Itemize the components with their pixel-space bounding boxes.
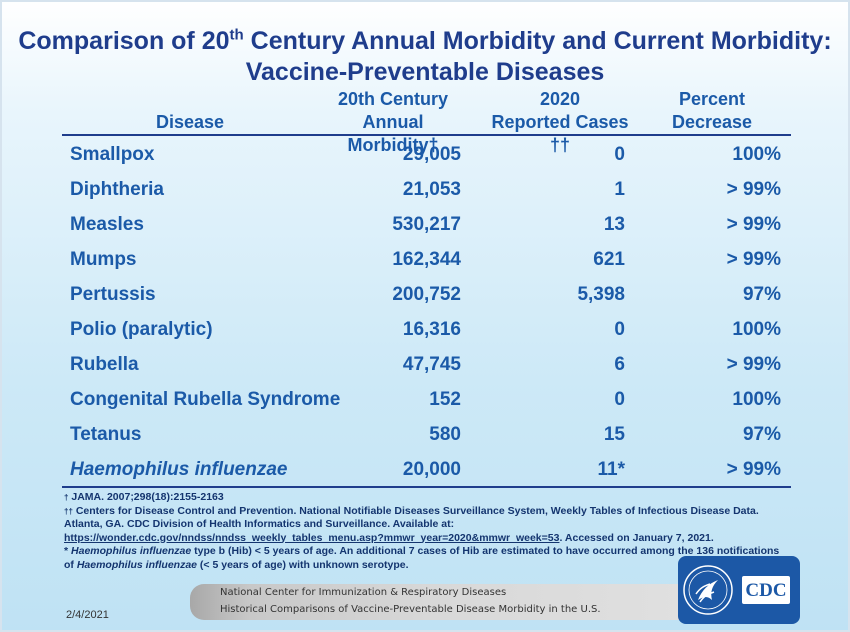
cdc-logo: CDC	[678, 556, 800, 624]
table-row: Mumps 162,344 621 > 99%	[62, 243, 791, 278]
cell-morbidity: 29,005	[402, 144, 461, 165]
table-row: Haemophilus influenzae 20,000 11* > 99%	[62, 453, 791, 488]
banner-line-2: Historical Comparisons of Vaccine-Preven…	[220, 604, 601, 615]
cell-disease: Haemophilus influenzae	[70, 459, 288, 480]
cell-disease: Smallpox	[70, 144, 155, 165]
cdc-logo-text: CDC	[745, 580, 787, 601]
cell-morbidity: 200,752	[392, 284, 461, 305]
header-reported-cases: 2020 Reported Cases ††	[491, 89, 629, 155]
table-bottom-rule	[62, 486, 791, 488]
header-morbidity: 20th Century Annual Morbidity†	[337, 89, 449, 155]
cell-disease: Polio (paralytic)	[70, 319, 213, 340]
cell-disease: Measles	[70, 214, 144, 235]
cell-percent-decrease: 97%	[742, 424, 781, 445]
cell-disease: Pertussis	[70, 284, 156, 305]
table-row: Rubella 47,745 6 > 99%	[62, 348, 791, 383]
table-row: Diphtheria 21,053 1 > 99%	[62, 173, 791, 208]
cell-reported-cases: 1	[614, 179, 625, 200]
footnote-1: † JAMA. 2007;298(18):2155-2163	[64, 491, 224, 503]
cell-reported-cases: 15	[603, 424, 625, 445]
cell-percent-decrease: 100%	[732, 389, 781, 410]
cell-reported-cases: 5,398	[577, 284, 625, 305]
cell-morbidity: 16,316	[402, 319, 461, 340]
table-row: Smallpox 29,005 0 100%	[62, 138, 791, 173]
cell-reported-cases: 0	[614, 144, 625, 165]
cell-reported-cases: 11*	[597, 459, 625, 480]
cell-percent-decrease: > 99%	[726, 459, 781, 480]
header-rule	[62, 134, 791, 136]
source-link[interactable]: https://wonder.cdc.gov/nndss/nndss_weekl…	[64, 531, 560, 544]
table-row: Congenital Rubella Syndrome 152 0 100%	[62, 383, 791, 418]
cell-morbidity: 152	[429, 389, 461, 410]
footnotes: † JAMA. 2007;298(18):2155-2163 †† Center…	[64, 491, 784, 572]
cell-disease: Rubella	[70, 354, 139, 375]
cell-disease: Tetanus	[70, 424, 142, 445]
header-percent-decrease: Percent Decrease	[671, 89, 753, 132]
cell-percent-decrease: > 99%	[726, 249, 781, 270]
table-row: Measles 530,217 13 > 99%	[62, 208, 791, 243]
cell-reported-cases: 13	[603, 214, 625, 235]
cell-percent-decrease: 100%	[732, 144, 781, 165]
footnote-3: * Haemophilus influenzae type b (Hib) < …	[64, 545, 780, 571]
table-row: Tetanus 580 15 97%	[62, 418, 791, 453]
cell-reported-cases: 6	[614, 354, 625, 375]
cell-morbidity: 162,344	[392, 249, 461, 270]
footnote-2: †† Centers for Disease Control and Preve…	[64, 504, 759, 544]
slide-date: 2/4/2021	[66, 609, 109, 621]
cell-reported-cases: 0	[614, 389, 625, 410]
cell-percent-decrease: > 99%	[726, 179, 781, 200]
table-row: Pertussis 200,752 5,398 97%	[62, 278, 791, 313]
cell-percent-decrease: 100%	[732, 319, 781, 340]
cell-percent-decrease: > 99%	[726, 214, 781, 235]
cell-reported-cases: 621	[593, 249, 625, 270]
cell-morbidity: 530,217	[392, 214, 461, 235]
header-disease: Disease	[155, 112, 225, 132]
cell-reported-cases: 0	[614, 319, 625, 340]
page-title: Comparison of 20th Century Annual Morbid…	[0, 26, 850, 88]
banner-line-1: National Center for Immunization & Respi…	[220, 587, 507, 598]
cell-disease: Diphtheria	[70, 179, 164, 200]
cell-disease: Congenital Rubella Syndrome	[70, 389, 341, 410]
hhs-eagle-icon	[683, 565, 790, 615]
cell-percent-decrease: 97%	[742, 284, 781, 305]
cell-percent-decrease: > 99%	[726, 354, 781, 375]
cell-disease: Mumps	[70, 249, 137, 270]
title-line-1: Comparison of 20th Century Annual Morbid…	[18, 26, 832, 55]
table-row: Polio (paralytic) 16,316 0 100%	[62, 313, 791, 348]
title-line-2: Vaccine-Preventable Diseases	[245, 58, 605, 86]
cell-morbidity: 47,745	[402, 354, 461, 375]
cell-morbidity: 580	[429, 424, 461, 445]
cell-morbidity: 20,000	[402, 459, 461, 480]
cell-morbidity: 21,053	[402, 179, 461, 200]
